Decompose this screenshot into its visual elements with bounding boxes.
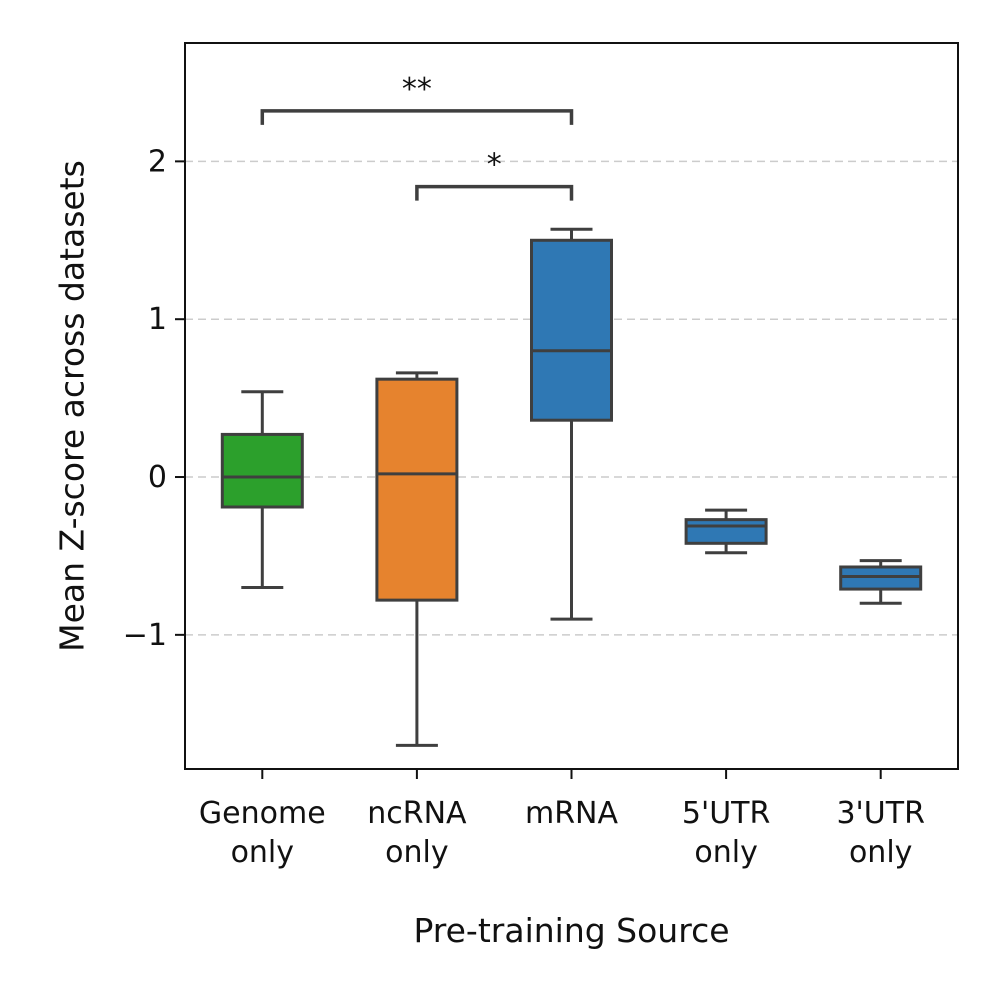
significance-bracket	[415, 184, 574, 201]
box-plot-group	[220, 390, 304, 589]
y-tick-label: −1	[123, 618, 167, 653]
box-plot-group	[530, 227, 613, 621]
y-tick-label: 2	[148, 144, 167, 179]
x-tick-label: 5'UTR only	[682, 796, 770, 870]
significance-annotations: ***	[260, 72, 574, 201]
box-plot-group	[375, 371, 459, 747]
box-iqr	[530, 238, 613, 422]
y-tick-label: 0	[148, 460, 167, 495]
y-axis-label: Mean Z-score across datasets	[53, 160, 92, 652]
x-tick-label: Genome only	[199, 796, 326, 870]
box-plot-group	[839, 559, 923, 605]
box-iqr	[375, 377, 459, 602]
significance-label: *	[487, 148, 502, 183]
box-iqr	[839, 565, 923, 591]
significance-label: **	[402, 72, 432, 107]
box-iqr	[684, 518, 768, 545]
x-tick-label: 3'UTR only	[836, 796, 924, 870]
axis-ticks: −1 0 1 2 Genome only ncRNA only mRNA 5'UTR only 3'U…	[123, 144, 925, 870]
significance-bracket	[260, 109, 574, 125]
box-iqr	[220, 432, 304, 509]
grid-lines	[185, 160, 958, 636]
x-axis-label: Pre-training Source	[413, 911, 729, 950]
y-tick-label: 1	[148, 302, 167, 337]
box-series	[220, 227, 923, 747]
box-plot-group	[684, 508, 768, 555]
x-tick-label: ncRNA only	[367, 796, 467, 870]
x-tick-label: mRNA	[525, 796, 619, 831]
